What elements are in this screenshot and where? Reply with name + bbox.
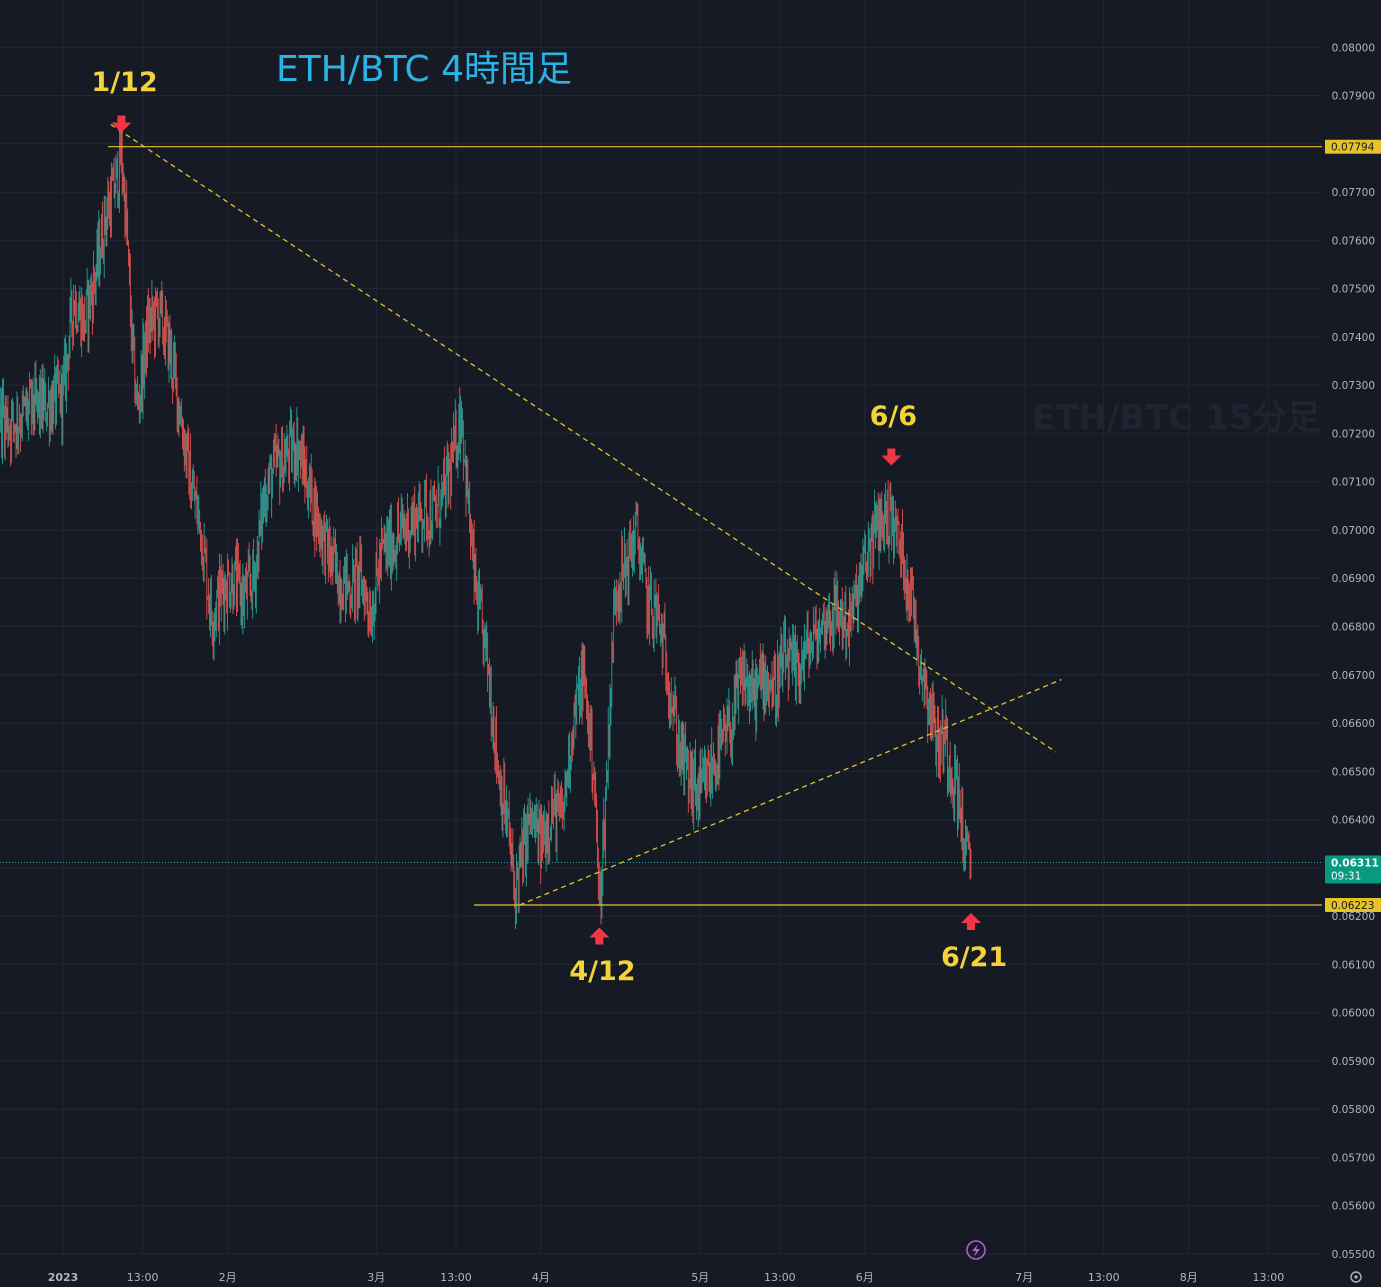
trend-line-up [519, 678, 1062, 906]
arrow-up-icon [589, 927, 610, 945]
price-tick-label: 0.07100 [1332, 477, 1375, 489]
date-label: 1/12 [91, 67, 158, 99]
date-label: 6/6 [869, 400, 918, 432]
resistance-badge [1325, 139, 1381, 154]
chart-title: ETH/BTC 4時間足 [276, 49, 572, 90]
price-tick-label: 0.08000 [1332, 42, 1375, 54]
current-price-text: 0.06311 [1331, 858, 1379, 870]
time-tick-label: 8月 [1180, 1271, 1198, 1284]
time-tick-label: 2023 [48, 1271, 79, 1284]
time-tick-label: 6月 [856, 1271, 874, 1284]
candles [0, 117, 972, 930]
countdown-text: 09:31 [1331, 871, 1361, 883]
price-tick-label: 0.05500 [1332, 1249, 1375, 1261]
price-tick-label: 0.06400 [1332, 815, 1375, 827]
date-label: 4/12 [569, 956, 636, 988]
arrow-markers [111, 115, 982, 945]
arrow-down-icon [881, 448, 902, 466]
price-tick-label: 0.07200 [1332, 428, 1375, 440]
price-tick-label: 0.07900 [1332, 91, 1375, 103]
price-tick-label: 0.06500 [1332, 766, 1375, 778]
time-tick-label: 13:00 [764, 1271, 796, 1284]
current-price-badge [1325, 855, 1381, 884]
time-tick-label: 13:00 [127, 1271, 159, 1284]
price-tick-label: 0.06900 [1332, 573, 1375, 585]
resistance-badge-text: 0.07794 [1331, 142, 1375, 154]
arrow-up-icon [961, 912, 982, 930]
price-tick-label: 0.07000 [1332, 525, 1375, 537]
time-tick-label: 4月 [532, 1271, 550, 1284]
settings-icon[interactable] [1350, 1271, 1362, 1283]
support-badge-text: 0.06223 [1331, 900, 1374, 912]
price-tick-label: 0.06800 [1332, 622, 1375, 634]
price-tick-label: 0.07700 [1332, 187, 1375, 199]
time-tick-label: 3月 [367, 1271, 385, 1284]
watermark: ETH/BTC 15分足 [1032, 398, 1321, 438]
time-tick-label: 13:00 [1253, 1271, 1285, 1284]
lightning-icon[interactable] [966, 1240, 986, 1260]
time-tick-label: 13:00 [440, 1271, 472, 1284]
trend-line-down [110, 123, 1057, 753]
time-tick-label: 7月 [1015, 1271, 1033, 1284]
price-tick-label: 0.06600 [1332, 718, 1375, 730]
time-tick-label: 13:00 [1088, 1271, 1120, 1284]
price-tick-label: 0.05600 [1332, 1201, 1375, 1213]
price-tick-label: 0.06100 [1332, 959, 1375, 971]
price-tick-label: 0.07500 [1332, 284, 1375, 296]
price-tick-label: 0.06000 [1332, 1008, 1375, 1020]
time-tick-label: 2月 [219, 1271, 237, 1284]
price-tick-label: 0.07400 [1332, 332, 1375, 344]
price-tick-label: 0.05900 [1332, 1056, 1375, 1068]
time-axis[interactable]: 2023 13:00 2月 3月 13:00 4月 5月 13:00 6月 7月 13:00 8月 13… [48, 1271, 1285, 1284]
time-tick-label: 5月 [691, 1271, 709, 1284]
date-label: 6/21 [941, 941, 1008, 973]
drawing-lines [0, 123, 1322, 906]
price-tick-label: 0.06700 [1332, 670, 1375, 682]
price-tick-label: 0.07300 [1332, 380, 1375, 392]
price-tick-label: 0.07600 [1332, 235, 1375, 247]
price-tick-label: 0.06200 [1332, 911, 1375, 923]
arrow-down-icon [111, 115, 132, 133]
price-tick-label: 0.05700 [1332, 1152, 1375, 1164]
price-tick-label: 0.05800 [1332, 1104, 1375, 1116]
support-badge [1325, 898, 1381, 913]
